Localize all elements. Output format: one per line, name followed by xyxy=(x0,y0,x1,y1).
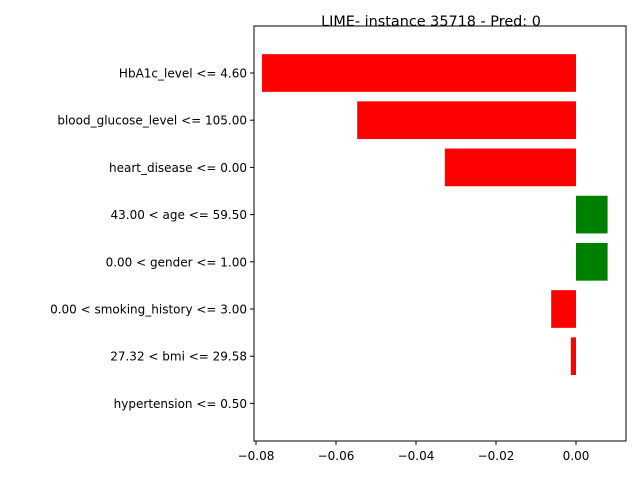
bar xyxy=(576,242,608,281)
y-tick-label: heart_disease <= 0.00 xyxy=(109,161,247,175)
y-tick-label: 0.00 < smoking_history <= 3.00 xyxy=(50,303,247,317)
bars-layer xyxy=(262,54,608,376)
x-tick-label: −0.08 xyxy=(238,449,275,463)
x-tick-label: −0.02 xyxy=(478,449,515,463)
y-tick-label: 27.32 < bmi <= 29.58 xyxy=(110,350,247,364)
bar xyxy=(570,337,576,376)
plot-frame xyxy=(253,25,627,442)
bar xyxy=(262,54,576,92)
y-tick-label: HbA1c_level <= 4.60 xyxy=(119,67,247,81)
y-tick-label: hypertension <= 0.50 xyxy=(114,397,247,411)
bar xyxy=(576,195,608,234)
bar xyxy=(551,290,576,328)
x-tick-label: −0.04 xyxy=(398,449,435,463)
y-axis-ticks: HbA1c_level <= 4.60 blood_glucose_level <… xyxy=(50,67,254,411)
x-tick-label: 0.00 xyxy=(563,449,590,463)
bar xyxy=(357,101,576,140)
chart-title: LIME- instance 35718 - Pred: 0 xyxy=(321,14,541,30)
y-tick-label: 43.00 < age <= 59.50 xyxy=(111,208,247,222)
bar xyxy=(444,148,576,187)
x-tick-label: −0.06 xyxy=(318,449,355,463)
y-tick-label: 0.00 < gender <= 1.00 xyxy=(106,255,247,269)
x-axis-ticks: −0.08 −0.06 −0.04 −0.02 0.00 xyxy=(238,441,590,463)
y-tick-label: blood_glucose_level <= 105.00 xyxy=(57,114,247,128)
